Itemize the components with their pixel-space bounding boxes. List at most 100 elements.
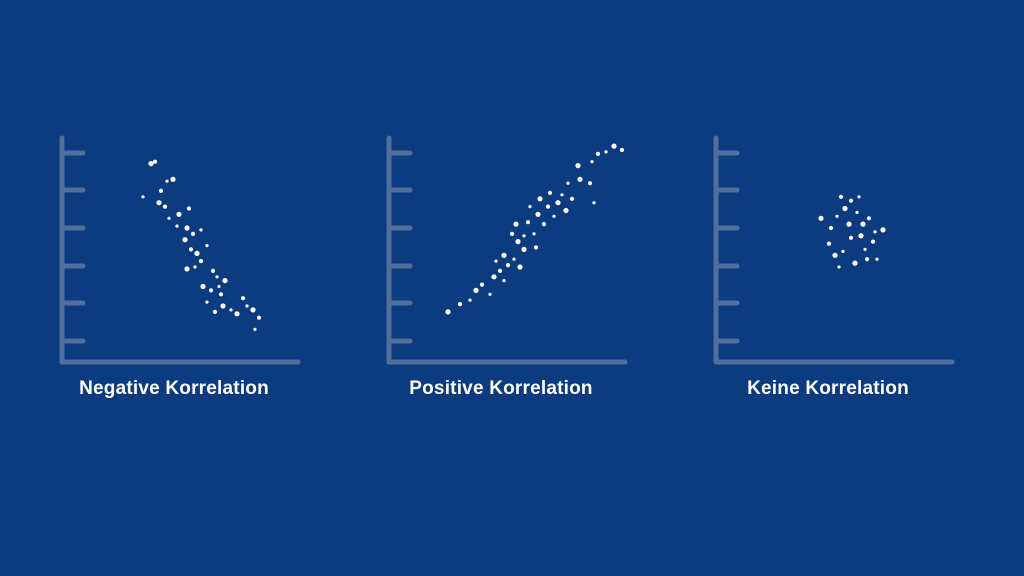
data-point-negative-37 <box>250 307 256 313</box>
data-point-none-23 <box>838 194 844 199</box>
data-point-negative-13 <box>184 225 190 231</box>
data-point-none-5 <box>848 198 854 203</box>
data-point-positive-43 <box>517 264 523 270</box>
data-point-positive-22 <box>537 196 543 202</box>
data-point-positive-8 <box>497 268 503 273</box>
data-point-positive-32 <box>587 181 593 186</box>
data-point-positive-29 <box>569 196 575 201</box>
chart-title-positive: Positive Korrelation <box>409 378 593 399</box>
data-point-none-13 <box>858 233 864 239</box>
data-point-negative-28 <box>222 278 228 284</box>
data-point-positive-6 <box>488 292 492 296</box>
data-point-negative-17 <box>188 247 194 252</box>
data-point-negative-15 <box>199 228 203 232</box>
data-point-negative-16 <box>182 237 188 243</box>
data-point-none-2 <box>828 225 834 231</box>
data-point-positive-38 <box>619 147 625 153</box>
data-point-positive-41 <box>533 245 539 250</box>
data-point-none-21 <box>875 257 879 261</box>
data-point-negative-34 <box>234 311 240 317</box>
data-point-positive-12 <box>512 257 516 261</box>
data-point-none-3 <box>835 214 839 218</box>
data-point-positive-9 <box>494 259 498 263</box>
data-point-none-15 <box>841 249 845 253</box>
data-point-none-6 <box>855 210 859 214</box>
data-point-negative-3 <box>165 179 169 183</box>
data-point-negative-1 <box>148 161 154 167</box>
data-point-positive-21 <box>528 205 532 209</box>
data-point-positive-40 <box>521 246 527 252</box>
data-point-positive-24 <box>552 214 556 218</box>
data-point-negative-9 <box>167 216 171 220</box>
data-point-negative-18 <box>205 244 209 248</box>
data-point-positive-4 <box>473 287 479 293</box>
data-point-negative-20 <box>198 259 204 264</box>
data-point-negative-21 <box>193 265 197 269</box>
data-point-positive-27 <box>560 193 564 197</box>
data-point-none-14 <box>848 235 854 240</box>
data-point-positive-5 <box>479 282 485 287</box>
data-point-negative-35 <box>240 296 246 301</box>
data-point-positive-28 <box>563 207 569 214</box>
data-point-negative-11 <box>186 206 192 211</box>
chart-title-negative: Negative Korrelation <box>79 378 269 399</box>
data-point-negative-8 <box>162 204 168 209</box>
data-point-positive-25 <box>555 200 561 206</box>
data-point-none-18 <box>837 265 841 269</box>
data-point-none-12 <box>863 247 867 251</box>
data-point-negative-19 <box>194 250 200 256</box>
data-point-positive-34 <box>575 163 581 169</box>
data-point-positive-15 <box>522 234 526 238</box>
data-point-none-22 <box>846 221 852 227</box>
data-point-positive-11 <box>505 263 511 268</box>
data-point-none-24 <box>857 195 861 199</box>
data-point-positive-20 <box>541 222 547 227</box>
data-point-negative-27 <box>217 284 221 289</box>
data-point-positive-19 <box>535 211 541 217</box>
data-point-negative-10 <box>176 211 182 217</box>
data-point-positive-14 <box>509 231 515 236</box>
data-point-none-9 <box>873 230 877 234</box>
data-point-none-16 <box>832 252 838 258</box>
data-point-negative-4 <box>170 176 176 182</box>
data-point-negative-22 <box>184 266 190 272</box>
data-point-positive-31 <box>577 176 583 182</box>
data-point-negative-33 <box>229 308 233 312</box>
data-point-positive-30 <box>566 181 570 185</box>
data-point-positive-13 <box>515 239 521 245</box>
data-point-negative-14 <box>190 231 196 236</box>
data-point-positive-39 <box>592 201 596 205</box>
data-point-negative-2 <box>152 159 158 164</box>
data-point-positive-33 <box>590 160 594 164</box>
data-point-positive-10 <box>501 252 507 258</box>
data-point-none-7 <box>860 221 866 227</box>
data-point-negative-26 <box>208 288 214 293</box>
data-point-negative-38 <box>256 315 262 320</box>
data-point-none-4 <box>842 205 848 212</box>
data-point-positive-3 <box>468 298 472 302</box>
data-point-positive-17 <box>525 220 531 225</box>
data-point-positive-18 <box>532 232 536 236</box>
data-point-none-20 <box>864 257 870 262</box>
data-point-negative-29 <box>218 292 224 297</box>
data-point-none-1 <box>818 215 824 221</box>
data-point-negative-36 <box>245 304 249 308</box>
chart-title-none: Keine Korrelation <box>747 378 909 399</box>
data-point-negative-23 <box>210 268 216 273</box>
data-point-none-10 <box>880 227 886 233</box>
data-point-negative-7 <box>156 200 162 206</box>
data-point-none-11 <box>870 239 876 244</box>
data-point-positive-2 <box>457 302 463 307</box>
data-point-negative-5 <box>158 188 164 193</box>
data-point-positive-7 <box>491 274 497 280</box>
data-point-none-17 <box>826 241 832 246</box>
data-point-positive-1 <box>445 309 451 315</box>
data-point-positive-16 <box>513 221 519 227</box>
data-point-positive-42 <box>502 279 506 283</box>
data-point-negative-6 <box>141 195 145 199</box>
data-point-none-19 <box>852 260 858 266</box>
data-point-positive-23 <box>545 204 551 209</box>
data-point-negative-31 <box>220 303 226 309</box>
data-point-negative-12 <box>175 224 179 228</box>
